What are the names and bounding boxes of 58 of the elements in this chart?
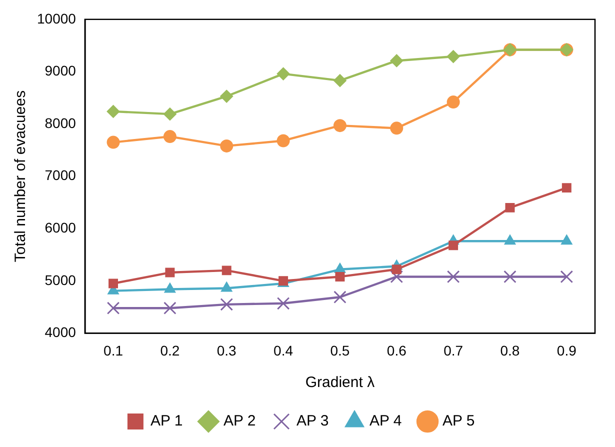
point	[106, 104, 120, 118]
x-tick-label: 0.7	[444, 342, 464, 358]
point	[220, 139, 234, 152]
point	[220, 298, 234, 311]
x-tick-label: 0.3	[216, 342, 237, 358]
point	[505, 202, 515, 212]
point	[390, 270, 404, 284]
point	[220, 90, 234, 103]
point	[390, 122, 404, 135]
point	[562, 183, 572, 193]
y-tick-label: 6000	[44, 219, 76, 236]
legend-label: AP 2	[223, 412, 256, 430]
point	[560, 234, 572, 245]
point	[333, 74, 346, 88]
point	[446, 96, 460, 109]
y-tick-label: 10000	[36, 10, 76, 26]
legend-label: AP 5	[442, 412, 475, 430]
point	[164, 302, 176, 315]
legend-label: AP 3	[296, 412, 329, 430]
legend-label: AP 1	[150, 412, 183, 430]
point	[390, 54, 404, 68]
point	[504, 234, 516, 245]
point	[163, 130, 176, 144]
point	[163, 108, 176, 121]
point	[392, 264, 402, 274]
x-tick-label: 0.2	[160, 342, 180, 358]
y-tick-label: 9000	[44, 62, 76, 79]
point	[165, 268, 175, 278]
x-tick-label: 0.5	[330, 342, 350, 358]
x-tick-label: 0.6	[386, 342, 407, 358]
y-tick-label: 5000	[44, 272, 76, 288]
point	[560, 270, 574, 284]
x-tick-label: 0.4	[274, 342, 294, 358]
point	[276, 67, 290, 80]
y-axis-title: Total number of evacuees	[12, 90, 30, 262]
legend-label: AP 4	[370, 412, 402, 430]
point	[335, 272, 345, 282]
y-tick-label: 4000	[44, 324, 76, 340]
point	[446, 50, 460, 64]
point	[504, 270, 516, 284]
point	[108, 278, 118, 288]
y-tick-label: 8000	[44, 114, 76, 131]
point	[222, 266, 232, 276]
x-tick-label: 0.9	[556, 342, 577, 358]
x-tick-label: 0.1	[104, 342, 124, 358]
point	[334, 290, 346, 304]
point	[164, 282, 176, 293]
point	[333, 119, 346, 132]
point	[276, 134, 290, 148]
y-tick-label: 7000	[44, 167, 76, 184]
x-tick-label: 0.8	[500, 342, 520, 358]
point	[276, 296, 290, 310]
x-axis-title: Gradient λ	[305, 374, 376, 392]
point	[106, 302, 120, 315]
point	[106, 136, 120, 149]
point	[220, 282, 232, 292]
point	[446, 270, 460, 284]
point	[448, 240, 458, 250]
